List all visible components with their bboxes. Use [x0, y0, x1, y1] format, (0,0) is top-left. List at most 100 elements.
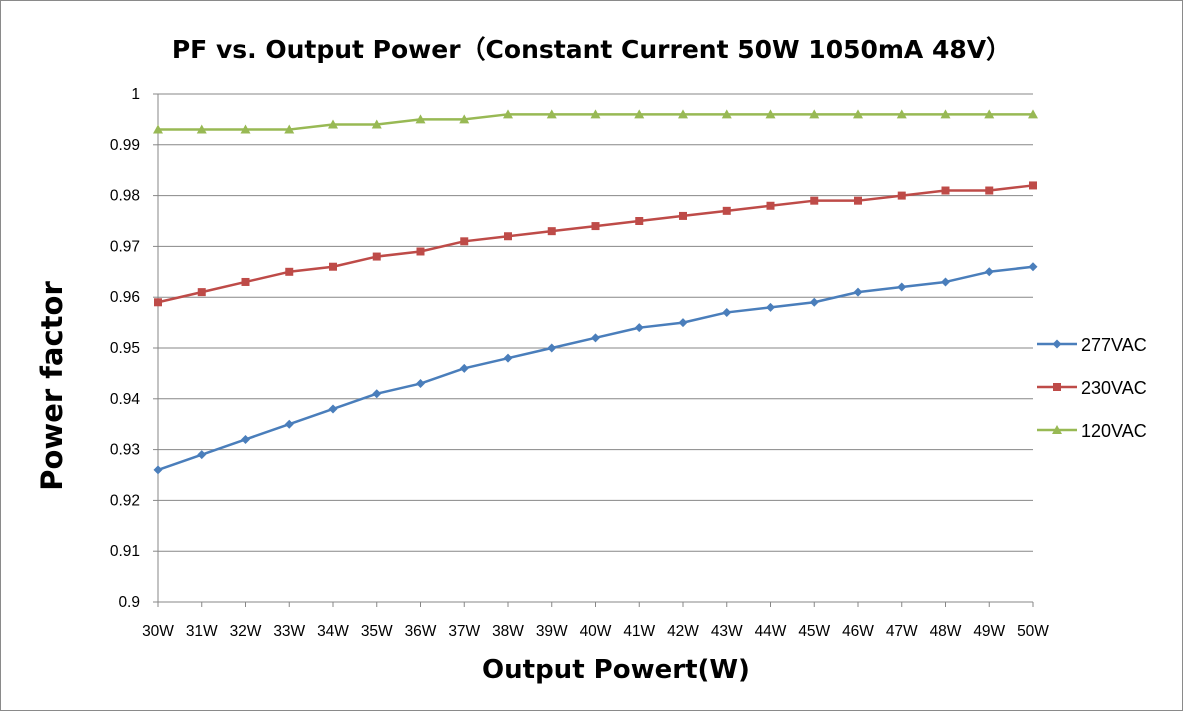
legend-marker: [1052, 425, 1062, 434]
data-point: [284, 124, 295, 134]
data-point: [197, 450, 207, 460]
x-tick-label: 38W: [492, 623, 524, 640]
data-point: [896, 109, 907, 119]
data-point: [459, 114, 470, 124]
data-point: [854, 196, 862, 205]
x-tick-labels: 30W 31W 32W 33W 34W 35W 36W 37W 38W 39W 40W 41W 42W 4…: [142, 623, 1049, 640]
data-point: [634, 323, 644, 333]
data-point: [1029, 181, 1037, 190]
data-point: [591, 222, 600, 231]
x-tick-label: 44W: [755, 623, 787, 640]
x-tick-label: 37W: [448, 623, 480, 640]
data-point: [197, 288, 206, 297]
y-tick-label: 0.97: [110, 238, 140, 255]
data-point: [415, 114, 426, 124]
data-point: [635, 217, 644, 225]
data-point: [546, 109, 557, 119]
y-tick-label: 1: [131, 86, 140, 103]
x-tick-label: 48W: [930, 623, 962, 640]
y-tick-label: 0.92: [110, 492, 140, 509]
data-point: [241, 277, 250, 286]
data-point: [766, 201, 775, 210]
data-point: [765, 109, 776, 119]
x-tick-label: 49W: [973, 623, 1005, 640]
x-tick-label: 34W: [317, 623, 349, 640]
series-120VAC: [153, 109, 1038, 134]
data-point: [679, 211, 687, 220]
data-point: [328, 404, 338, 414]
data-point: [196, 124, 207, 134]
data-point: [503, 353, 513, 363]
x-axis-label: Output Powert(W): [482, 655, 750, 685]
data-point: [371, 119, 382, 129]
chart-title: PF vs. Output Power（Constant Current 50W…: [171, 35, 1012, 64]
data-point: [678, 318, 688, 328]
data-point: [984, 109, 995, 119]
x-tick-label: 50W: [1017, 623, 1049, 640]
data-point: [1028, 262, 1038, 272]
data-point: [328, 119, 338, 129]
series-277VAC: [153, 262, 1038, 475]
data-point: [416, 379, 425, 389]
data-point: [504, 232, 512, 241]
x-tick-label: 40W: [580, 623, 612, 640]
x-tick-label: 45W: [798, 623, 830, 640]
legend-entry: 120VAC: [1037, 421, 1147, 441]
x-tick-label: 32W: [230, 623, 262, 640]
legend-label: 120VAC: [1081, 421, 1147, 441]
data-point: [240, 124, 251, 134]
x-tick-label: 30W: [142, 623, 174, 640]
data-point: [285, 267, 294, 276]
x-tick-label: 39W: [536, 623, 568, 640]
data-point: [897, 282, 907, 292]
y-tick-label: 0.96: [110, 289, 140, 306]
data-point: [153, 124, 163, 134]
y-tick-label: 0.99: [110, 137, 140, 154]
legend-label: 230VAC: [1081, 378, 1147, 398]
data-point: [372, 389, 382, 399]
data-point: [678, 109, 688, 119]
legend-label: 277VAC: [1081, 335, 1147, 355]
data-point: [460, 237, 469, 246]
data-point: [591, 333, 600, 343]
y-tick-labels: 0.9 0.91 0.92 0.93 0.94 0.95 0.96 0.97 0.98 0.99 1: [110, 86, 141, 611]
data-point: [590, 109, 601, 119]
grid-lines: [158, 93, 1033, 603]
data-point: [1028, 109, 1038, 119]
data-point: [372, 252, 381, 261]
data-point: [547, 343, 557, 353]
data-point: [809, 109, 820, 119]
series-230VAC: [154, 181, 1037, 307]
data-point: [853, 287, 863, 297]
data-point: [853, 109, 863, 119]
data-point: [941, 277, 950, 287]
legend-entry: 230VAC: [1037, 378, 1147, 398]
legend: 277VAC 230VAC 120VAC: [1037, 335, 1147, 441]
data-point: [985, 186, 994, 195]
data-point: [547, 227, 556, 236]
legend-entry: 277VAC: [1037, 335, 1147, 355]
x-tick-label: 41W: [623, 623, 655, 640]
data-point: [154, 298, 162, 307]
data-point: [503, 109, 513, 119]
x-tick-label: 42W: [667, 623, 699, 640]
legend-marker: [1053, 383, 1061, 391]
data-point: [634, 109, 645, 119]
x-tick-label: 33W: [273, 623, 305, 640]
data-point: [416, 247, 425, 256]
x-tick-label: 31W: [186, 623, 218, 640]
axes: [153, 93, 1034, 607]
data-point: [897, 191, 906, 200]
data-point: [284, 419, 294, 429]
series-group: [153, 109, 1038, 475]
data-point: [722, 206, 731, 215]
y-tick-label: 0.95: [110, 340, 140, 357]
data-point: [329, 262, 337, 271]
y-tick-label: 0.94: [110, 391, 141, 408]
data-point: [722, 307, 732, 317]
data-point: [810, 196, 819, 205]
legend-marker: [1052, 339, 1062, 349]
data-point: [153, 465, 163, 475]
x-tick-label: 36W: [405, 623, 437, 640]
